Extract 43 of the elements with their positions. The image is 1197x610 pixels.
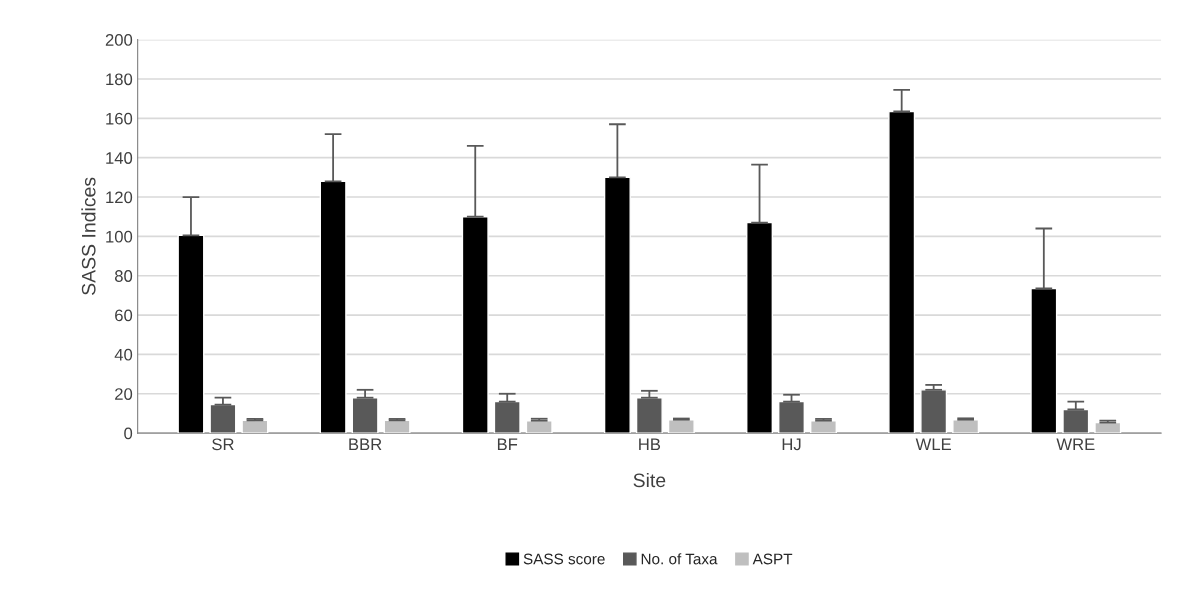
- legend-label: ASPT: [752, 553, 793, 565]
- x-tick-label: BBR: [349, 438, 382, 451]
- bar: [461, 216, 489, 434]
- x-tick-label: BF: [497, 438, 518, 451]
- x-tick-label: HJ: [782, 438, 801, 451]
- bar: [635, 396, 663, 434]
- legend-label: SASS score: [523, 553, 605, 565]
- y-tick-label: 180: [106, 73, 133, 86]
- legend-label: No. of Taxa: [641, 553, 718, 565]
- bar: [351, 396, 379, 434]
- bar: [603, 176, 631, 434]
- bar: [778, 400, 806, 434]
- y-tick-label: 120: [106, 191, 133, 204]
- bar: [319, 180, 347, 434]
- bar: [667, 419, 695, 434]
- y-tick-label: 20: [115, 388, 133, 400]
- x-tick-label: SR: [212, 438, 234, 451]
- bar: [177, 234, 205, 434]
- y-tick-label: 100: [106, 230, 133, 243]
- bar: [952, 419, 980, 434]
- bar: [241, 419, 269, 434]
- bar: [383, 419, 411, 434]
- x-tick-label: WLE: [915, 438, 951, 451]
- bar: [1030, 287, 1058, 434]
- bar: [209, 403, 237, 434]
- y-tick-label: 0: [124, 427, 133, 440]
- y-axis-title: SASS Indices: [81, 177, 96, 295]
- x-tick-label: WRE: [1056, 438, 1095, 451]
- y-tick-label: 80: [114, 270, 133, 282]
- bar: [920, 389, 948, 434]
- bar: [525, 420, 553, 434]
- y-tick-label: 40: [114, 348, 133, 361]
- bar: [493, 400, 521, 434]
- bar: [746, 221, 774, 434]
- y-tick-label: 160: [106, 112, 133, 125]
- y-tick-label: 140: [106, 152, 133, 164]
- bar: [1094, 421, 1122, 434]
- y-tick-label: 200: [105, 34, 133, 46]
- bar: [888, 110, 916, 434]
- x-axis-title: Site: [633, 472, 666, 488]
- y-tick-label: 60: [115, 309, 133, 322]
- x-tick-label: HB: [639, 438, 661, 451]
- bar: [810, 420, 837, 434]
